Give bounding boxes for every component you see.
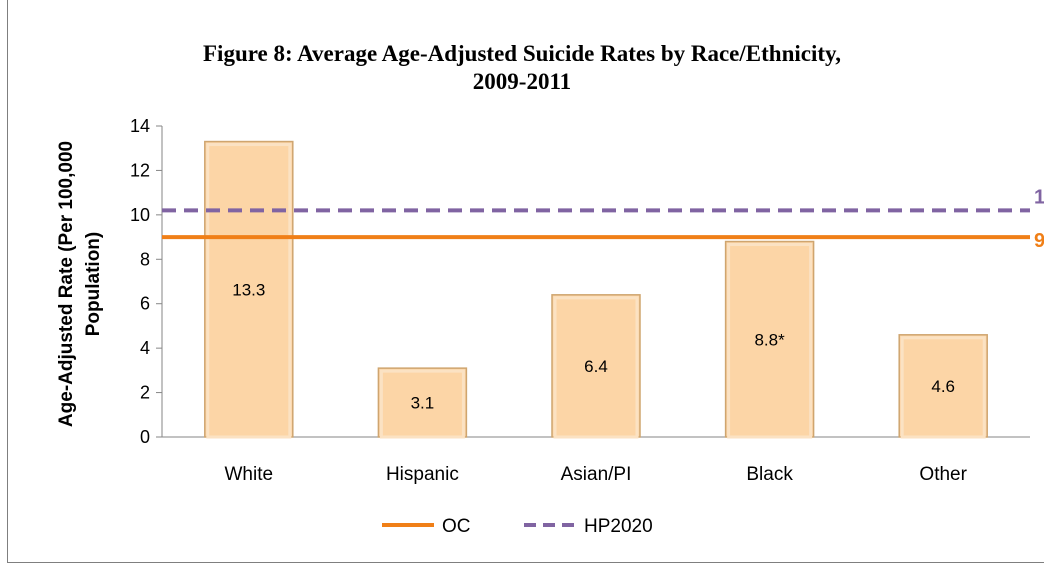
bar-bevel (553, 296, 639, 439)
y-axis-title-line1: Age-Adjusted Rate (Per 100,000 (56, 141, 77, 427)
chart-frame (7, 0, 1044, 563)
y-axis-title: Age-Adjusted Rate (Per 100,000 Populatio… (56, 141, 104, 427)
bar (898, 334, 988, 438)
chart-title-line1: Figure 8: Average Age-Adjusted Suicide R… (203, 41, 841, 66)
legend-label: HP2020 (584, 516, 653, 537)
y-tick-label: 12 (130, 160, 150, 180)
bar-bevel (379, 369, 465, 439)
bar-bevel (900, 336, 986, 439)
y-tick-label: 10 (130, 205, 150, 225)
chart-title-line2: 2009-2011 (472, 69, 572, 94)
y-tick-label: 8 (140, 249, 150, 269)
bar-data-label: 4.6 (931, 377, 955, 396)
y-axis-title-line2: Population) (83, 232, 104, 336)
x-tick-label: Other (919, 464, 967, 485)
x-tick-label: Hispanic (386, 464, 459, 485)
bar-data-label: 3.1 (411, 394, 435, 413)
x-tick-label: Black (746, 464, 793, 485)
bar (551, 294, 641, 438)
reference-line-label: 9 (1034, 230, 1044, 252)
x-tick-label: Asian/PI (561, 464, 632, 485)
bar (204, 140, 294, 438)
y-tick-label: 14 (130, 116, 150, 136)
y-tick-label: 4 (140, 338, 150, 358)
y-tick-label: 0 (140, 427, 150, 447)
y-tick-label: 2 (140, 383, 150, 403)
bar-bevel (727, 243, 813, 439)
y-tick-label: 6 (140, 294, 150, 314)
bar-data-label: 8.8* (754, 330, 785, 349)
reference-line-label: 10.2 (1034, 186, 1044, 208)
bar (377, 367, 468, 438)
bar-data-label: 6.4 (584, 357, 608, 376)
bar-bevel (206, 143, 292, 439)
x-tick-label: White (225, 464, 274, 485)
bar-data-label: 13.3 (232, 280, 265, 299)
legend-label: OC (442, 516, 471, 537)
